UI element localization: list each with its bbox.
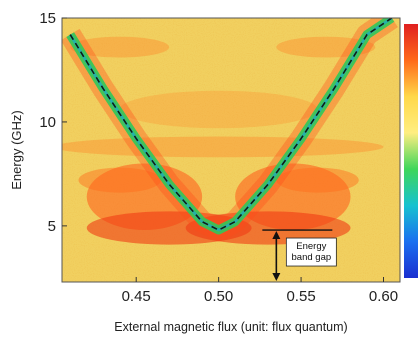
heat-patch [276,167,359,193]
heat-patch [119,90,318,129]
spectral-line [62,18,398,241]
y-axis: 5 10 15 [39,10,67,235]
colorbar [404,24,418,278]
spectral-line-dash [69,18,393,231]
x-axis: 0.45 0.50 0.55 0.60 [122,277,398,305]
x-axis-title: External magnetic flux (unit: flux quant… [114,320,347,334]
plot-frame [61,17,401,283]
gap-arrowhead-up [272,231,281,240]
x-tick-label: 0.50 [204,288,233,305]
x-tick-label: 0.55 [286,288,315,305]
y-tick-label: 15 [39,10,56,27]
heat-patch [62,136,384,158]
y-axis-title: Energy (GHz) [9,110,24,189]
x-tick-label: 0.60 [369,288,398,305]
y-tick-label: 10 [39,114,56,131]
gap-label-text: band gap [292,252,332,263]
x-tick-label: 0.45 [122,288,151,305]
gap-arrowhead-down [272,273,281,281]
heat-patch [185,211,351,245]
plot-area [62,18,400,282]
gap-label-box [285,237,337,267]
gap-label-text: Energy [296,241,326,252]
heat-patch [78,167,161,193]
heat-patch [70,36,170,58]
y-tick-label: 5 [48,218,56,235]
heat-patch [276,36,376,58]
